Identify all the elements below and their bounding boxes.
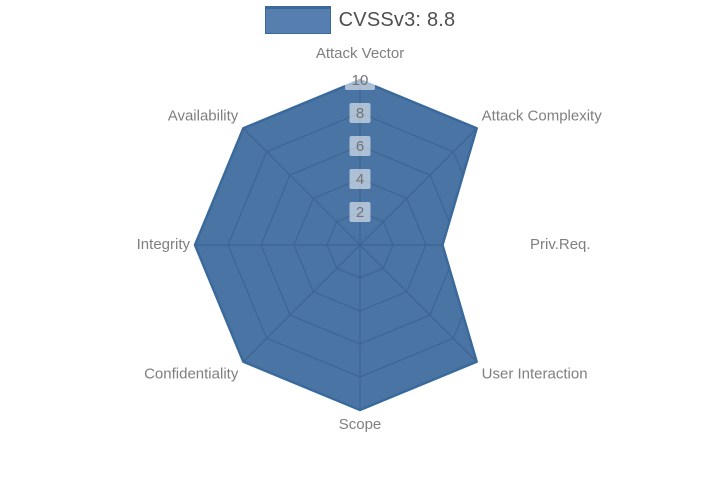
axis-spoke <box>359 127 477 246</box>
axis-label-confidentiality: Confidentiality <box>144 366 239 383</box>
axis-label-attack-vector: Attack Vector <box>316 45 404 62</box>
radial-tick-bg <box>349 103 371 123</box>
legend-item-cvssv3[interactable]: CVSSv3: 8.8 <box>264 6 456 34</box>
axis-label-availability: Availability <box>168 107 239 124</box>
axis-label-scope: Scope <box>339 416 382 433</box>
cvss-polygon-outline <box>193 78 478 412</box>
radial-tick-bg <box>345 70 375 90</box>
axis-label-attack-complexity: Attack Complexity <box>482 107 603 124</box>
radial-tick-label: 4 <box>356 171 364 188</box>
radial-tick-label: 2 <box>356 204 364 221</box>
axis-label-integrity: Integrity <box>137 236 191 253</box>
axis-spoke <box>359 244 477 363</box>
radial-tick-label: 6 <box>356 138 364 155</box>
radial-tick-bg <box>349 169 371 189</box>
radial-tick-label: 10 <box>352 72 369 89</box>
axis-label-user-interaction: User Interaction <box>482 366 588 383</box>
radial-tick-bg <box>349 202 371 222</box>
axis-spoke <box>242 127 361 246</box>
legend-label: CVSSv3: 8.8 <box>338 8 456 31</box>
radial-tick-bg <box>349 136 371 156</box>
radial-tick-label: 8 <box>356 105 364 122</box>
axis-spoke <box>242 244 361 363</box>
legend: CVSSv3: 8.8 <box>0 6 720 34</box>
axis-label-priv-req: Priv.Req. <box>530 236 591 253</box>
legend-swatch-icon <box>264 6 331 34</box>
